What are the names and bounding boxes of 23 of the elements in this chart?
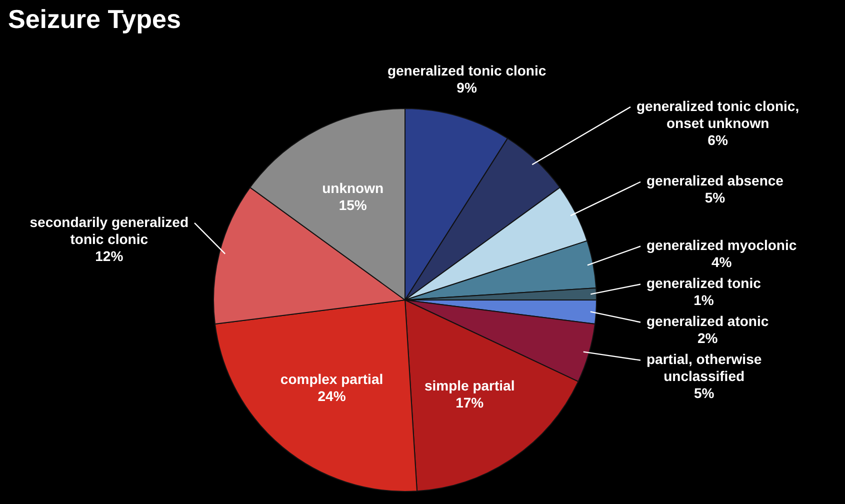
data-label: 5% [704,190,726,206]
data-label: 24% [318,388,346,404]
slice-label: unknown [322,180,384,196]
data-label: 1% [694,292,714,308]
slice-label: generalized myoclonic [646,237,797,254]
data-label: 4% [711,254,732,270]
slice-label: generalized atonic [646,313,769,330]
slice-label: simple partial [424,377,515,394]
slice-label: generalized tonic clonic, onset unknown [636,98,800,131]
slice-label: complex partial [280,370,384,387]
slice-label: secondarily generalized tonic clonic [30,214,188,247]
data-label: 5% [694,385,715,402]
chart-title: Seizure Types [8,4,181,34]
slice-label: generalized tonic [646,275,762,292]
slice-label: generalized tonic clonic [387,62,546,78]
data-label: 9% [456,79,478,96]
data-label: 6% [708,132,728,148]
slice-label: partial, otherwise unclassified [646,351,762,384]
data-label: 17% [456,394,484,410]
data-label: 2% [697,330,718,346]
data-label: 12% [95,248,124,264]
data-label: 15% [338,196,368,213]
slice-label: generalized absence [646,172,784,189]
